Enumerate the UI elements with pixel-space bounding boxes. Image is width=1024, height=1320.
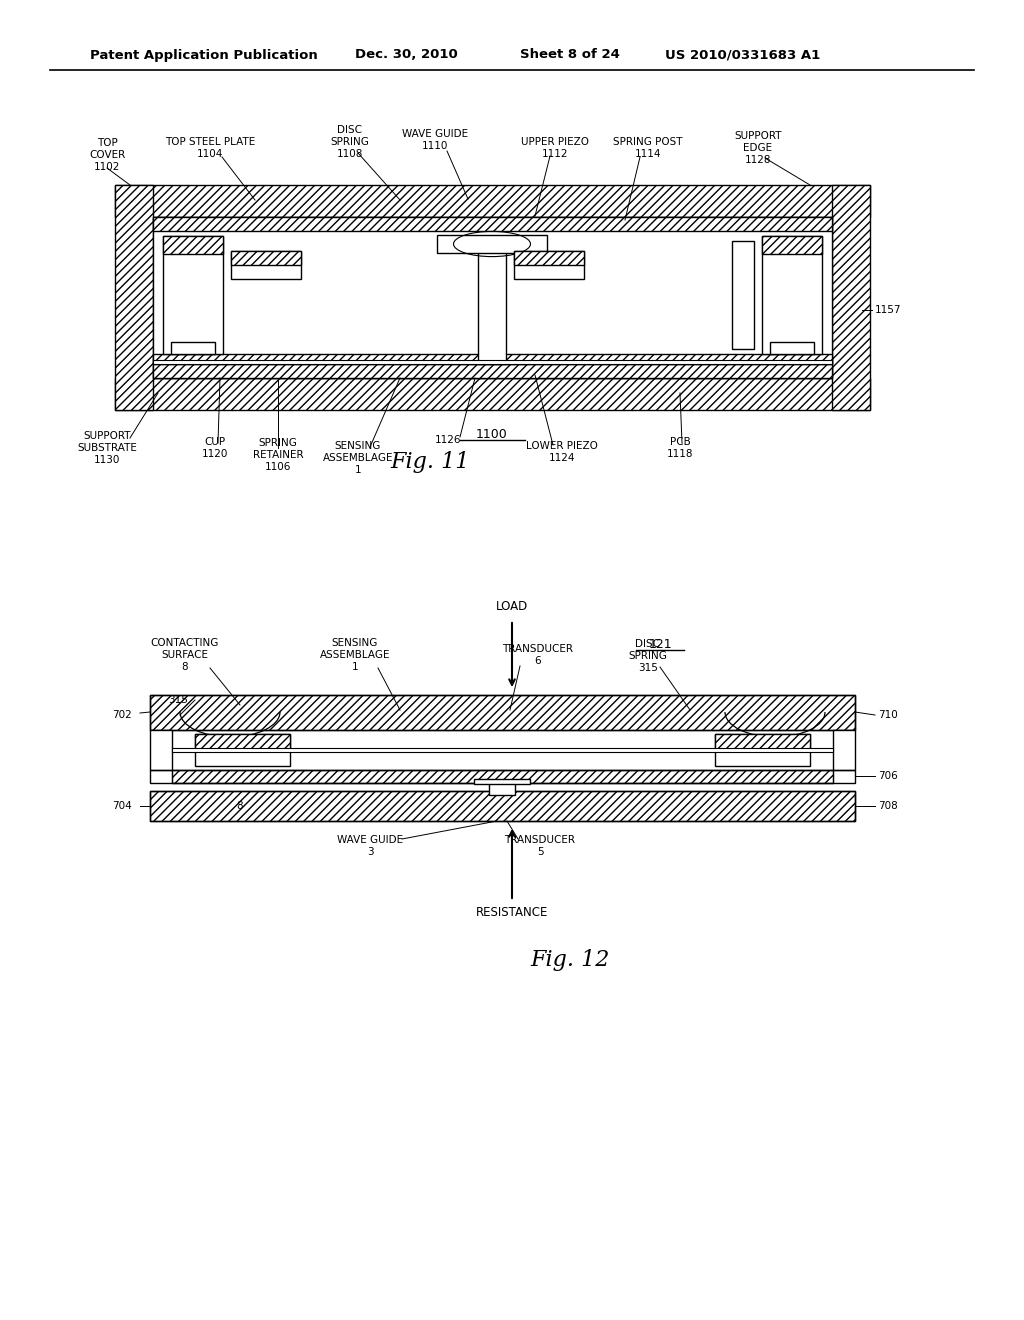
Text: SUPPORT
SUBSTRATE
1130: SUPPORT SUBSTRATE 1130: [77, 432, 137, 465]
Text: 704: 704: [113, 801, 132, 810]
Text: PCB
1118: PCB 1118: [667, 437, 693, 459]
Text: DISC
SPRING
315: DISC SPRING 315: [629, 639, 668, 673]
Bar: [115, 185, 870, 216]
Bar: [231, 251, 301, 279]
Bar: [115, 185, 153, 411]
Bar: [715, 734, 810, 750]
Bar: [762, 236, 822, 253]
Bar: [172, 748, 833, 752]
Text: CONTACTING
SURFACE
8: CONTACTING SURFACE 8: [151, 639, 219, 672]
Bar: [514, 251, 584, 279]
Text: LOAD: LOAD: [496, 601, 528, 614]
Bar: [715, 734, 810, 766]
Text: TOP
COVER
1102: TOP COVER 1102: [89, 139, 125, 172]
Text: Dec. 30, 2010: Dec. 30, 2010: [355, 49, 458, 62]
Text: SENSING
ASSEMBLAGE
1: SENSING ASSEMBLAGE 1: [323, 441, 393, 475]
Bar: [458, 236, 526, 242]
Bar: [153, 216, 831, 378]
Bar: [732, 242, 754, 348]
Text: Fig. 12: Fig. 12: [530, 949, 609, 972]
Text: RESISTANCE: RESISTANCE: [476, 907, 548, 920]
Text: 1126: 1126: [435, 436, 461, 445]
Text: UPPER PIEZO
1112: UPPER PIEZO 1112: [521, 137, 589, 158]
Bar: [150, 730, 172, 770]
Bar: [150, 696, 855, 730]
Text: 702: 702: [113, 710, 132, 719]
Text: 1157: 1157: [874, 305, 901, 315]
Text: Fig. 11: Fig. 11: [390, 451, 470, 473]
Text: 710: 710: [878, 710, 898, 719]
Text: SPRING
RETAINER
1106: SPRING RETAINER 1106: [253, 438, 303, 471]
Bar: [153, 364, 831, 378]
Text: 121: 121: [648, 639, 672, 652]
Text: TOP STEEL PLATE
1104: TOP STEEL PLATE 1104: [165, 137, 255, 158]
Bar: [115, 378, 870, 411]
Text: US 2010/0331683 A1: US 2010/0331683 A1: [665, 49, 820, 62]
Bar: [770, 342, 814, 354]
Text: 8: 8: [237, 801, 244, 810]
Bar: [153, 360, 831, 364]
Bar: [150, 791, 855, 821]
Bar: [474, 779, 530, 784]
Bar: [437, 235, 547, 253]
Text: TRANSDUCER
6: TRANSDUCER 6: [503, 644, 573, 665]
Text: 315: 315: [168, 696, 188, 705]
Bar: [478, 236, 506, 364]
Text: CUP
1120: CUP 1120: [202, 437, 228, 459]
Text: SUPPORT
EDGE
1128: SUPPORT EDGE 1128: [734, 132, 781, 165]
Text: WAVE GUIDE
3: WAVE GUIDE 3: [337, 836, 403, 857]
Text: LOWER PIEZO
1124: LOWER PIEZO 1124: [526, 441, 598, 463]
Text: WAVE GUIDE
1110: WAVE GUIDE 1110: [402, 129, 468, 150]
Bar: [762, 236, 822, 354]
Bar: [833, 730, 855, 770]
Text: Patent Application Publication: Patent Application Publication: [90, 49, 317, 62]
Bar: [195, 734, 290, 766]
Bar: [153, 216, 831, 231]
Bar: [171, 342, 215, 354]
Bar: [231, 251, 301, 265]
Bar: [150, 791, 855, 821]
Bar: [831, 185, 870, 411]
Bar: [172, 770, 833, 783]
Bar: [163, 236, 223, 253]
Bar: [489, 783, 515, 795]
Bar: [195, 734, 290, 750]
Text: 1100: 1100: [476, 429, 508, 441]
Text: 706: 706: [878, 771, 898, 781]
Bar: [172, 770, 833, 783]
Bar: [153, 354, 831, 364]
Bar: [163, 236, 223, 354]
Text: DISC
SPRING
1108: DISC SPRING 1108: [331, 125, 370, 158]
Text: TRANSDUCER
5: TRANSDUCER 5: [505, 836, 575, 857]
Text: 708: 708: [878, 801, 898, 810]
Text: SPRING POST
1114: SPRING POST 1114: [613, 137, 683, 158]
Bar: [150, 696, 855, 730]
Text: Sheet 8 of 24: Sheet 8 of 24: [520, 49, 620, 62]
Bar: [514, 251, 584, 265]
Text: SENSING
ASSEMBLAGE
1: SENSING ASSEMBLAGE 1: [319, 639, 390, 672]
Bar: [150, 770, 855, 783]
